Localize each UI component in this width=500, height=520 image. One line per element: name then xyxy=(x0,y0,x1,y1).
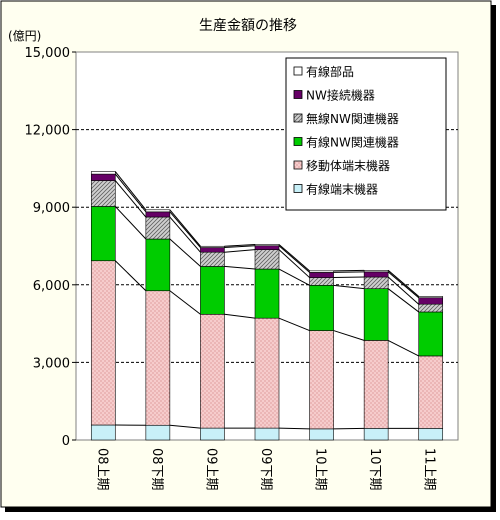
bar-segment xyxy=(255,246,279,250)
bar-segment xyxy=(146,425,170,440)
bar-segment xyxy=(91,172,115,175)
bar-segment xyxy=(200,248,224,253)
series-connector xyxy=(334,277,365,278)
legend-swatch xyxy=(294,67,302,75)
chart-shadow-bottom xyxy=(5,507,496,512)
bar-segment xyxy=(364,340,388,428)
y-tick-label: 9,000 xyxy=(33,201,70,216)
bar-segment xyxy=(255,250,279,269)
bar-segment xyxy=(364,289,388,341)
y-tick-label: 12,000 xyxy=(25,124,71,139)
series-connector xyxy=(334,428,365,429)
bar-segment xyxy=(364,270,388,272)
legend-label: 無線NW関連機器 xyxy=(306,111,399,126)
bar-segment xyxy=(419,356,443,428)
x-tick-label: 10上期 xyxy=(313,448,328,491)
bar-segment xyxy=(419,298,443,304)
legend-label: 移動体端末機器 xyxy=(306,158,390,173)
bar-segment xyxy=(146,239,170,291)
bar-segment xyxy=(146,210,170,212)
bar-segment xyxy=(310,285,334,330)
bar-segment xyxy=(419,428,443,440)
x-tick-label: 08下期 xyxy=(149,448,164,491)
legend-swatch xyxy=(294,161,302,169)
legend-label: 有線部品 xyxy=(306,64,354,79)
bar-segment xyxy=(91,206,115,260)
legend-label: 有線NW関連機器 xyxy=(306,135,399,150)
bar-segment xyxy=(146,291,170,426)
y-tick-label: 15,000 xyxy=(25,46,71,61)
bar-segment xyxy=(146,217,170,239)
y-tick-label: 6,000 xyxy=(33,279,70,294)
bar-segment xyxy=(310,278,334,286)
bar-segment xyxy=(310,272,334,277)
legend-swatch xyxy=(294,185,302,193)
series-connector xyxy=(334,270,365,271)
bar-segment xyxy=(200,314,224,428)
bar-segment xyxy=(419,296,443,297)
x-tick-label: 08上期 xyxy=(94,448,109,491)
bar-segment xyxy=(364,272,388,277)
legend-swatch xyxy=(294,91,302,99)
bar-segment xyxy=(91,174,115,180)
x-tick-label: 11上期 xyxy=(422,448,437,491)
x-tick-label: 10下期 xyxy=(367,448,382,491)
bar-segment xyxy=(91,261,115,425)
bar-segment xyxy=(200,252,224,266)
bar-segment xyxy=(255,244,279,245)
bar-segment xyxy=(419,304,443,312)
legend-swatch xyxy=(294,114,302,122)
y-tick-label: 0 xyxy=(62,434,70,449)
y-tick-label: 3,000 xyxy=(33,356,70,371)
series-connector xyxy=(334,272,365,273)
bar-segment xyxy=(310,331,334,429)
bar-segment xyxy=(419,312,443,356)
chart-shadow-right xyxy=(491,5,496,511)
bar-segment xyxy=(364,277,388,289)
bar-segment xyxy=(310,271,334,273)
bar-segment xyxy=(91,181,115,207)
x-tick-label: 09下期 xyxy=(258,448,273,491)
legend-label: NW接続機器 xyxy=(306,88,375,103)
y-unit-label: (億円) xyxy=(8,29,41,43)
bar-segment xyxy=(91,425,115,440)
bar-segment xyxy=(200,428,224,440)
legend-swatch xyxy=(294,138,302,146)
bar-segment xyxy=(146,212,170,217)
bar-segment xyxy=(255,269,279,318)
legend-label: 有線端末機器 xyxy=(306,182,378,197)
bar-segment xyxy=(200,246,224,247)
bar-segment xyxy=(310,429,334,440)
chart-title: 生産金額の推移 xyxy=(199,18,297,34)
bar-segment xyxy=(255,428,279,440)
bar-segment xyxy=(255,318,279,428)
bar-segment xyxy=(200,266,224,314)
x-tick-label: 09上期 xyxy=(203,448,218,491)
bar-segment xyxy=(364,428,388,440)
